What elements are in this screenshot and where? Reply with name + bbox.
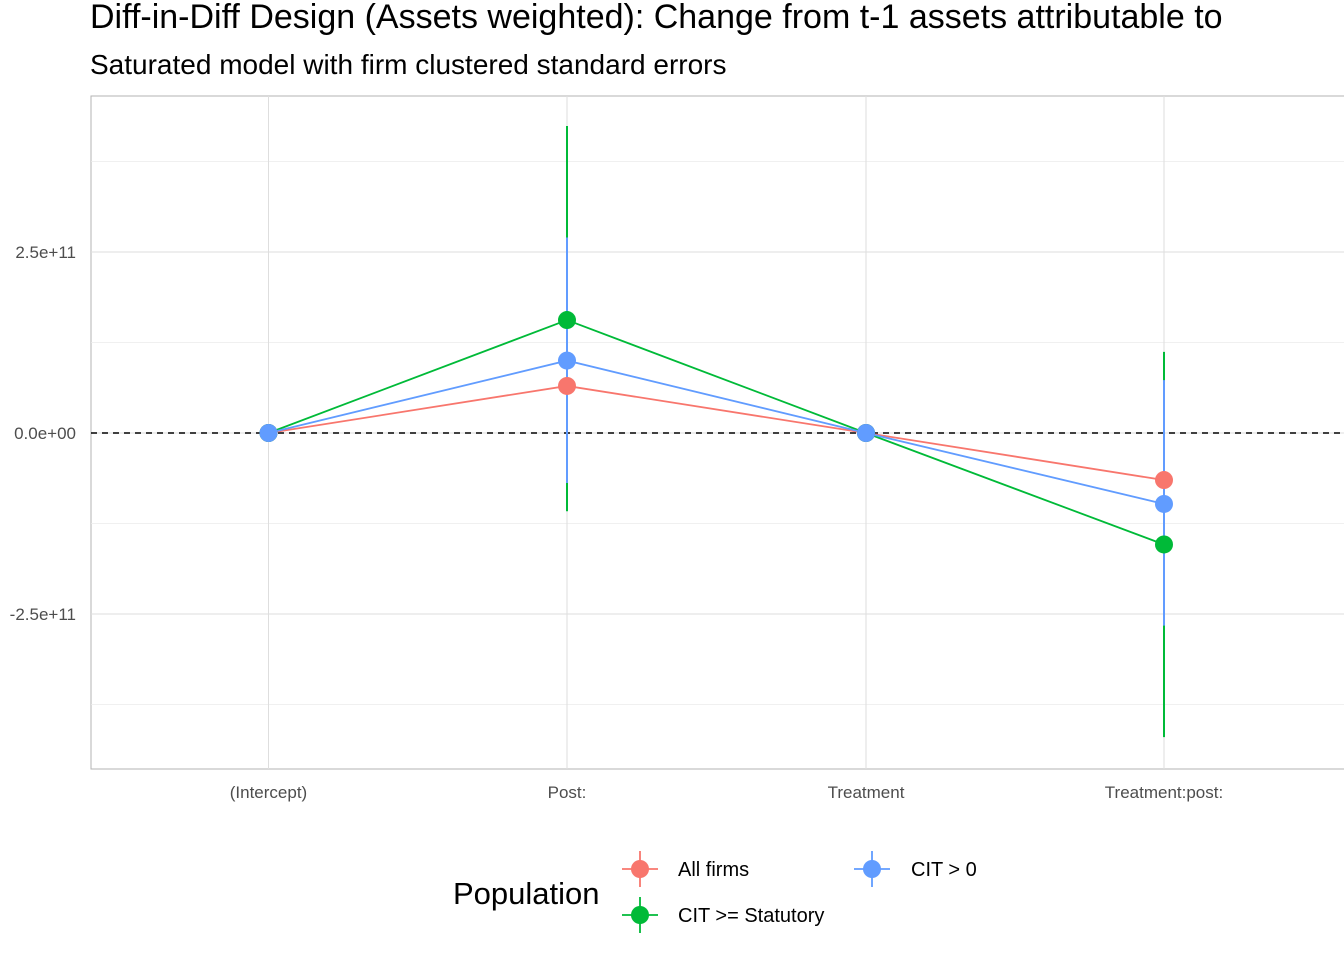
series-points [259,311,1173,554]
x-tick-label: Post: [548,783,587,802]
series-line-2 [268,359,1165,505]
legend-items: All firms CIT >= Statutory CIT > 0 [622,851,977,933]
data-point [857,424,875,442]
legend-label: All firms [678,859,749,881]
y-tick-label: 2.5e+11 [15,243,76,262]
series-lines [268,319,1165,546]
data-point [1155,535,1173,554]
x-tick-label: (Intercept) [230,783,307,802]
y-axis-ticks: -2.5e+11 0.0e+00 2.5e+11 [10,243,76,624]
legend-label: CIT > 0 [911,859,977,881]
legend-key-point [631,860,649,878]
data-point [259,424,278,442]
data-point [558,351,576,370]
legend-item: CIT >= Statutory [622,897,824,933]
y-tick-label: -2.5e+11 [10,605,76,624]
data-point [1155,471,1173,490]
legend-label: CIT >= Statutory [678,905,824,927]
legend-key-point [863,860,881,878]
x-tick-label: Treatment [828,783,905,802]
legend-item: All firms [622,851,749,887]
chart-subtitle: Saturated model with firm clustered stan… [90,49,727,80]
x-tick-label: Treatment:post: [1105,783,1223,802]
y-tick-label: 0.0e+00 [14,424,76,443]
data-point [558,311,576,330]
series-line-1 [268,319,1165,546]
series-line-0 [268,385,1165,481]
legend: Population All firms CIT >= Statutory CIT … [453,851,977,933]
chart-title: Diff-in-Diff Design (Assets weighted): C… [90,0,1223,36]
legend-key-point [631,906,649,924]
data-point [558,376,576,395]
x-axis-ticks: (Intercept) Post: Treatment Treatment:post: [230,783,1223,802]
data-point [1155,494,1173,513]
legend-item: CIT > 0 [854,851,977,887]
legend-title: Population [453,876,600,911]
